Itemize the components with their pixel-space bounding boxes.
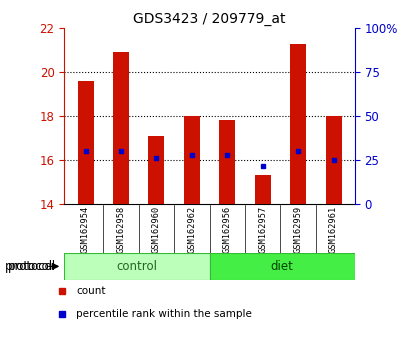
Text: protocol: protocol: [5, 260, 54, 273]
Bar: [290, 44, 306, 204]
Text: GSM162960: GSM162960: [152, 206, 161, 253]
Bar: [184, 116, 200, 204]
Text: GSM162961: GSM162961: [329, 206, 338, 253]
Title: GDS3423 / 209779_at: GDS3423 / 209779_at: [133, 12, 286, 26]
Text: GSM162956: GSM162956: [223, 206, 232, 253]
Text: protocol: protocol: [8, 260, 56, 273]
Bar: [64, 253, 210, 280]
Text: GSM162959: GSM162959: [294, 206, 303, 253]
Bar: [255, 175, 271, 204]
Text: GSM162954: GSM162954: [81, 206, 90, 253]
Bar: [149, 136, 164, 204]
Bar: [78, 81, 93, 204]
Text: GSM162958: GSM162958: [117, 206, 125, 253]
Bar: [113, 52, 129, 204]
Bar: [210, 253, 355, 280]
Bar: [219, 120, 235, 204]
Bar: [326, 116, 342, 204]
Text: GSM162957: GSM162957: [258, 206, 267, 253]
Text: control: control: [117, 260, 157, 273]
Text: percentile rank within the sample: percentile rank within the sample: [76, 309, 252, 319]
Text: diet: diet: [271, 260, 294, 273]
Text: count: count: [76, 286, 105, 296]
Text: GSM162962: GSM162962: [187, 206, 196, 253]
